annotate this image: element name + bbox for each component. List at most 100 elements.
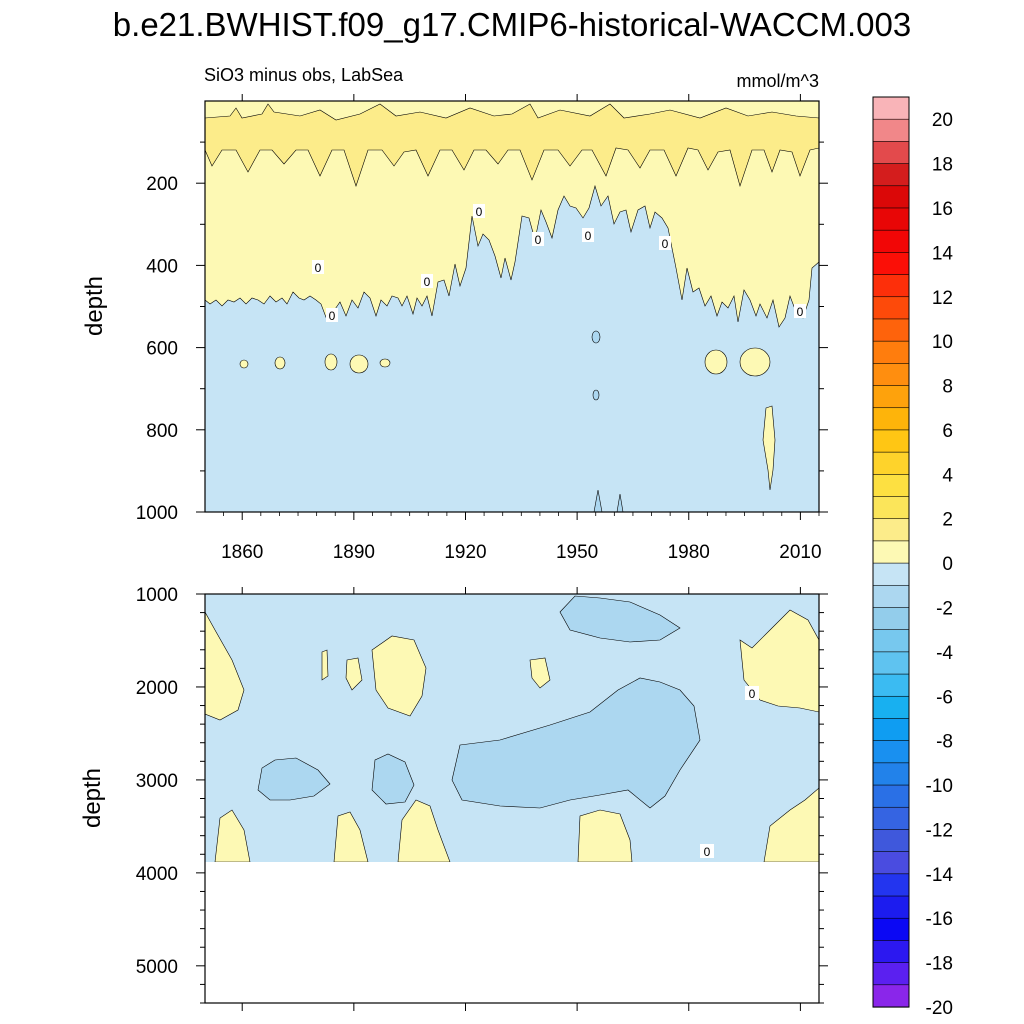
lower-negative-patch	[559, 595, 681, 643]
colorbar-swatch	[872, 229, 910, 253]
colorbar-swatch	[872, 540, 910, 564]
lower-negative-patch	[257, 757, 331, 801]
colorbar-label: 0	[942, 554, 953, 575]
colorbar-label: 20	[932, 110, 953, 131]
colorbar-label: -8	[936, 732, 953, 753]
figure-title: b.e21.BWHIST.f09_g17.CMIP6-historical-WA…	[113, 6, 911, 43]
colorbar-swatch	[872, 163, 910, 187]
zero-contour-label: 0	[424, 275, 431, 289]
lower-positive-patch	[214, 809, 251, 862]
colorbar-label: 2	[942, 510, 953, 531]
colorbar-swatch	[872, 873, 910, 897]
colorbar-label: -18	[926, 954, 953, 975]
x-tick-label: 1890	[333, 542, 375, 563]
colorbar-swatch	[872, 496, 910, 520]
lower-negative-core	[451, 677, 701, 809]
colorbar-swatch	[872, 651, 910, 675]
zero-contour-label: 0	[315, 261, 322, 275]
colorbar-label: -10	[926, 776, 953, 797]
y-tick-label: 200	[146, 174, 178, 195]
y-tick-label: 800	[146, 421, 178, 442]
upper-negative-tendril	[593, 489, 624, 512]
y-tick-label: 4000	[136, 864, 178, 885]
lower-positive-patch	[763, 787, 819, 862]
y-tick-label: 2000	[136, 678, 178, 699]
lower-positive-patch	[333, 811, 369, 862]
lower-background-negative	[205, 594, 819, 862]
y-tick-label: 1000	[136, 585, 178, 606]
colorbar-swatch	[872, 629, 910, 653]
y-tick-label: 3000	[136, 771, 178, 792]
colorbar-swatch	[872, 96, 910, 120]
zero-contour-label: 0	[749, 687, 756, 701]
colorbar-label: 12	[932, 288, 953, 309]
colorbar-swatch	[872, 806, 910, 831]
lower-contour-field: 0 0	[205, 594, 819, 862]
colorbar-swatch	[872, 762, 910, 786]
colorbar-swatch	[872, 363, 910, 387]
colorbar-swatch	[872, 118, 910, 142]
upper-positive-blob	[704, 349, 728, 375]
colorbar-label: 10	[932, 332, 953, 353]
colorbar-frame	[872, 96, 910, 1008]
colorbar-swatch	[872, 274, 910, 298]
colorbar-swatch	[872, 318, 910, 342]
colorbar-swatch	[872, 429, 910, 453]
colorbar-swatch	[872, 207, 910, 231]
lower-positive-patch	[577, 809, 633, 862]
upper-negative-blob	[591, 330, 601, 344]
colorbar-swatch	[872, 562, 910, 586]
colorbar-swatch	[872, 673, 910, 697]
colorbar-swatch	[872, 984, 910, 1008]
colorbar-swatch	[872, 784, 910, 808]
colorbar-swatch	[872, 917, 910, 942]
x-tick-label: 1950	[556, 542, 598, 563]
colorbar-swatch	[872, 584, 910, 609]
upper-right-subtitle: mmol/m^3	[737, 71, 819, 91]
upper-left-subtitle: SiO3 minus obs, LabSea	[204, 65, 404, 85]
colorbar-swatch	[872, 252, 910, 276]
colorbar-label: -2	[936, 598, 953, 619]
upper-positive-plume	[762, 405, 776, 491]
colorbar-swatch	[872, 518, 910, 542]
lower-positive-patch	[371, 635, 427, 717]
colorbar-swatch	[872, 740, 910, 764]
x-tick-label: 1980	[668, 542, 710, 563]
colorbar-swatch	[872, 940, 910, 964]
colorbar-swatch	[872, 451, 910, 475]
colorbar-label: 8	[942, 377, 953, 398]
x-tick-label: 1860	[221, 542, 263, 563]
upper-zero-label-group: 0 0 0 0 0 0 0 0	[312, 204, 806, 323]
y-tick-label: 1000	[136, 503, 178, 524]
lower-negative-patch	[371, 753, 415, 805]
colorbar-label: 16	[932, 199, 953, 220]
upper-positive-blob	[324, 353, 338, 371]
lower-positive-patch	[321, 649, 329, 681]
colorbar-swatch	[872, 185, 910, 209]
upper-positive-blob	[379, 358, 391, 368]
colorbar-swatch	[872, 141, 910, 165]
zero-contour-label: 0	[535, 233, 542, 247]
colorbar-swatch	[872, 296, 910, 320]
upper-positive-band	[205, 103, 819, 188]
zero-contour-label: 0	[704, 845, 711, 859]
colorbar-swatch	[872, 407, 910, 431]
lower-y-axis-title: depth	[79, 768, 106, 828]
colorbar-label: -16	[926, 909, 953, 930]
colorbar-swatch	[872, 851, 910, 875]
zero-contour-label: 0	[476, 205, 483, 219]
colorbar-swatch	[872, 607, 910, 631]
lower-missing-data-area	[205, 862, 819, 1003]
zero-contour-label: 0	[585, 229, 592, 243]
colorbar-label: 18	[932, 155, 953, 176]
colorbar-swatch	[872, 829, 910, 853]
lower-positive-patch	[345, 657, 363, 691]
zero-contour-label: 0	[797, 305, 804, 319]
zero-contour-label: 0	[662, 237, 669, 251]
colorbar-label: -20	[926, 998, 953, 1019]
colorbar-swatch	[872, 385, 910, 409]
colorbar-swatch	[872, 895, 910, 919]
colorbar-swatch	[872, 340, 910, 364]
colorbar-swatch	[872, 695, 910, 720]
lower-positive-patch	[205, 611, 245, 721]
